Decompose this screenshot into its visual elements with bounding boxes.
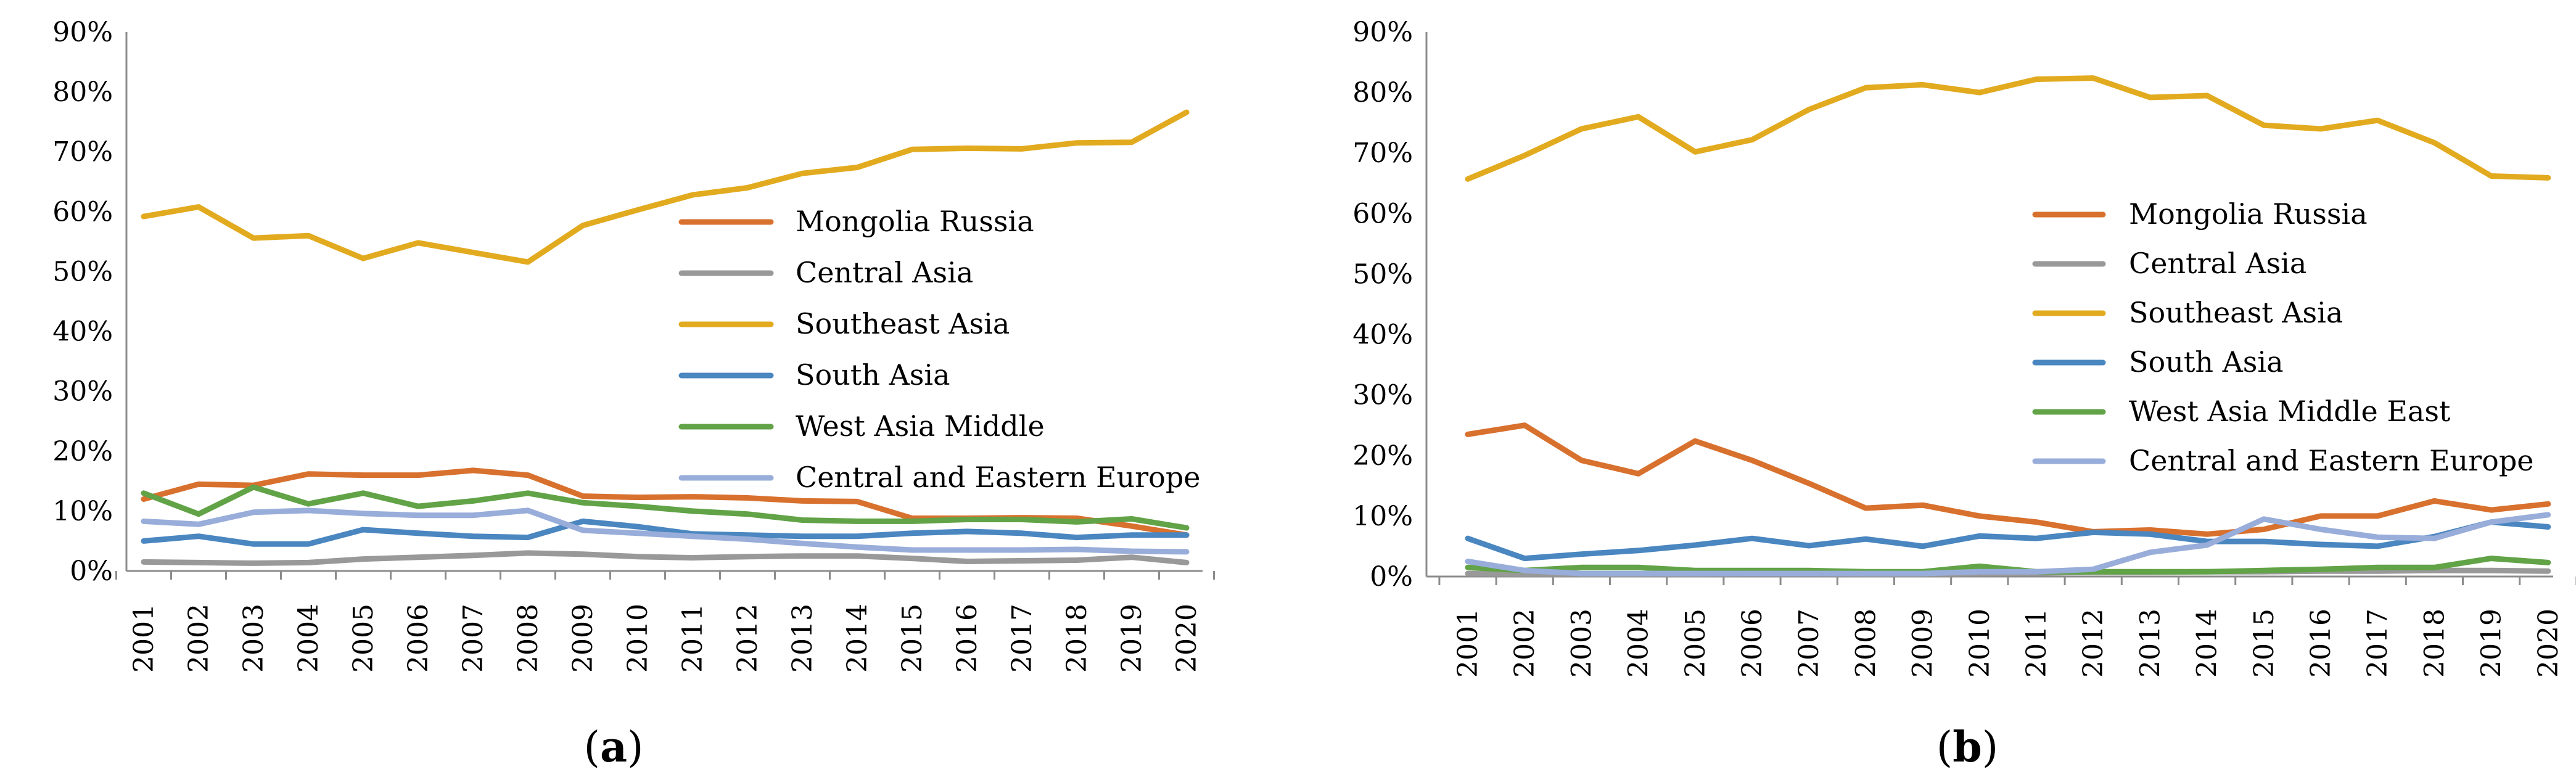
series-line xyxy=(1465,519,2551,562)
series-line xyxy=(141,109,1190,265)
y-tick-label: 60% xyxy=(52,196,113,228)
y-tick-label: 40% xyxy=(1352,319,1413,351)
x-tick-label: 2018 xyxy=(2419,609,2450,678)
legend-label: Central Asia xyxy=(2129,247,2306,280)
y-tick-label: 10% xyxy=(1352,501,1413,532)
series-line xyxy=(141,507,1190,555)
x-tick-labels: 2001 2002 2003 2004 2005 2006 2007 2008 2009 2010… xyxy=(1438,577,2576,678)
series-line xyxy=(1465,422,2551,537)
x-tick-label: 2017 xyxy=(2362,609,2393,678)
x-tick-labels: 2001 2002 2003 2004 2005 2006 2007 2008 2009 2010… xyxy=(115,571,1215,673)
x-tick-label: 2014 xyxy=(2192,609,2223,678)
x-tick-label: 2002 xyxy=(183,604,215,673)
series-line xyxy=(141,550,1190,566)
x-tick-label: 2012 xyxy=(2078,609,2109,678)
x-tick-label: 2010 xyxy=(622,604,654,673)
x-tick-label: 2018 xyxy=(1061,604,1093,673)
x-tick-label: 2013 xyxy=(787,604,818,673)
series-line xyxy=(1465,512,2551,577)
x-tick-label: 2012 xyxy=(732,604,763,673)
legend-label: Central and Eastern Europe xyxy=(2129,444,2534,477)
legend-label: Mongolia Russia xyxy=(796,205,1034,238)
series-line xyxy=(141,484,1190,531)
x-tick-label: 2006 xyxy=(403,604,434,673)
x-tick-label: 2015 xyxy=(897,604,928,673)
panel-caption-a: (a) xyxy=(583,723,643,772)
x-tick-label: 2010 xyxy=(1964,609,1996,678)
x-tick-label: 2011 xyxy=(2021,609,2052,678)
chart-panel-b: 0%10%20%30%40%50%60%70%80%90% 2001 2002 20… xyxy=(1352,17,2576,772)
x-tick-label: 2008 xyxy=(1850,609,1882,678)
y-tick-label: 90% xyxy=(52,17,113,48)
y-tick-label: 50% xyxy=(1352,258,1413,290)
legend-label: Central and Eastern Europe xyxy=(796,461,1201,494)
x-tick-label: 2007 xyxy=(458,604,489,673)
y-tick-label: 80% xyxy=(1352,77,1413,109)
x-tick-label: 2003 xyxy=(238,604,270,673)
x-tick-label: 2004 xyxy=(1623,609,1655,678)
series-lines xyxy=(1465,75,2551,577)
y-tick-label: 30% xyxy=(1352,380,1413,411)
legend-label: Southeast Asia xyxy=(2129,296,2343,329)
y-tick-label: 80% xyxy=(52,76,113,108)
x-tick-label: 2019 xyxy=(2476,609,2508,678)
chart-panel-a: 0%10%20%30%40%50%60%70%80%90% 2001 2002 20… xyxy=(52,17,1215,772)
legend: Mongolia Russia Central Asia Southeast Asi… xyxy=(2032,197,2534,477)
x-tick-label: 2008 xyxy=(512,604,544,673)
x-tick-label: 2009 xyxy=(567,604,599,673)
y-tick-label: 10% xyxy=(52,496,113,527)
x-tick-label: 2001 xyxy=(128,604,160,673)
y-tick-label: 0% xyxy=(70,556,113,587)
y-tick-label: 90% xyxy=(1352,17,1413,48)
y-tick-labels: 0% 10% 20% 30% 40% 50% 60% 70% 80% 90% xyxy=(52,17,113,587)
y-tick-label: 0% xyxy=(1370,561,1413,593)
x-tick-label: 2020 xyxy=(1171,604,1203,673)
series-line xyxy=(1465,75,2551,182)
y-tick-label: 20% xyxy=(52,436,113,467)
y-tick-label: 40% xyxy=(52,316,113,348)
x-tick-label: 2001 xyxy=(1452,609,1484,678)
x-tick-label: 2004 xyxy=(293,604,324,673)
y-tick-label: 30% xyxy=(52,376,113,408)
x-tick-label: 2006 xyxy=(1737,609,1768,678)
y-tick-label: 60% xyxy=(1352,198,1413,229)
legend-label: Mongolia Russia xyxy=(2129,197,2368,231)
x-tick-label: 2013 xyxy=(2134,609,2166,678)
panel-caption-b: (b) xyxy=(1936,723,1999,772)
legend-label: South Asia xyxy=(796,358,950,392)
series-line xyxy=(141,518,1190,547)
y-tick-label: 70% xyxy=(1352,138,1413,169)
series-lines xyxy=(141,109,1190,566)
legend-label: Southeast Asia xyxy=(796,307,1010,340)
legend: Mongolia Russia Central Asia Southeast Asi… xyxy=(678,205,1201,494)
x-tick-label: 2020 xyxy=(2533,609,2564,678)
y-tick-label: 70% xyxy=(52,136,113,168)
x-tick-label: 2011 xyxy=(677,604,709,673)
x-tick-label: 2017 xyxy=(1006,604,1038,673)
x-tick-label: 2005 xyxy=(1680,609,1711,678)
y-tick-label: 20% xyxy=(1352,440,1413,472)
legend-label: West Asia Middle East xyxy=(2129,395,2451,428)
x-tick-label: 2014 xyxy=(842,604,873,673)
x-tick-label: 2002 xyxy=(1509,609,1541,678)
legend-label: Central Asia xyxy=(796,256,973,289)
x-tick-label: 2007 xyxy=(1793,609,1825,678)
y-tick-labels: 0% 10% 20% 30% 40% 50% 60% 70% 80% 90% xyxy=(1352,17,1413,593)
legend-label: South Asia xyxy=(2129,345,2284,379)
x-tick-label: 2016 xyxy=(2305,609,2337,678)
x-tick-label: 2005 xyxy=(348,604,379,673)
x-tick-label: 2009 xyxy=(1907,609,1939,678)
x-tick-label: 2016 xyxy=(952,604,983,673)
x-tick-label: 2015 xyxy=(2249,609,2280,678)
x-tick-label: 2019 xyxy=(1116,604,1148,673)
legend-label: West Asia Middle xyxy=(796,409,1045,443)
x-tick-label: 2003 xyxy=(1566,609,1597,678)
y-tick-label: 50% xyxy=(52,256,113,287)
